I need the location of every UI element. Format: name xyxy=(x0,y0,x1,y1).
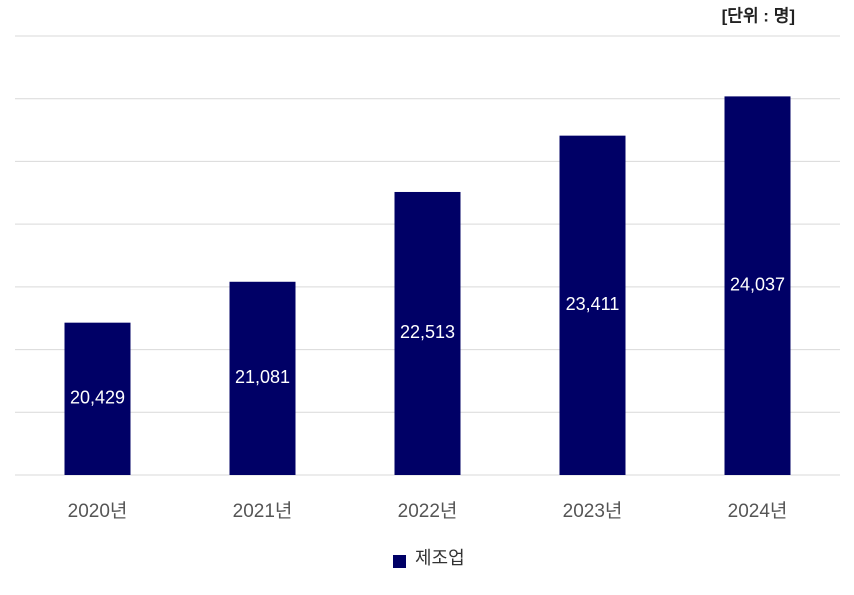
value-label: 22,513 xyxy=(400,322,455,342)
bar xyxy=(229,281,296,475)
x-tick-label: 2021년 xyxy=(233,500,293,522)
legend-swatch xyxy=(393,555,406,568)
x-tick-label: 2024년 xyxy=(728,500,788,522)
legend-label: 제조업 xyxy=(415,548,465,568)
bar xyxy=(724,96,791,475)
bar xyxy=(64,322,131,475)
x-tick-label: 2022년 xyxy=(398,500,458,522)
value-label: 24,037 xyxy=(730,274,785,294)
value-label: 21,081 xyxy=(235,367,290,387)
value-label: 20,429 xyxy=(70,388,125,408)
value-label: 23,411 xyxy=(566,294,620,314)
unit-label: [단위 : 명] xyxy=(722,6,795,25)
bar xyxy=(394,191,461,475)
bar xyxy=(559,135,626,475)
x-tick-label: 2020년 xyxy=(68,500,128,522)
x-tick-label: 2023년 xyxy=(563,500,623,522)
